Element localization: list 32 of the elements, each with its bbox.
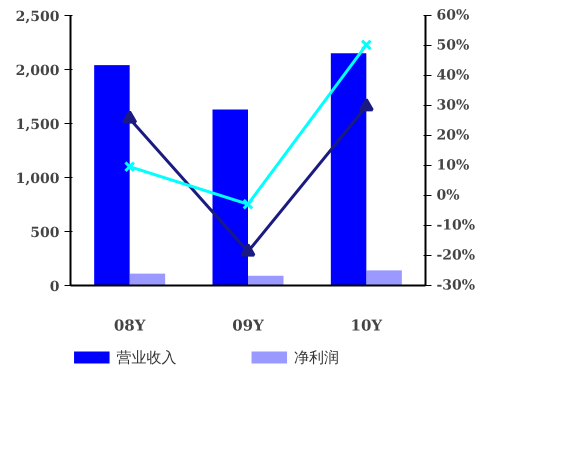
y2-tick-label: 0% [436,188,460,204]
y2-tick-label: 60% [436,8,470,24]
bar [130,274,166,286]
y2-tick-label: -30% [436,278,476,294]
bar [94,65,130,286]
y-tick-label: 500 [30,225,60,241]
x-tick-label: 08Y [114,316,146,334]
point [240,243,256,257]
y2-tick-label: 30% [436,98,470,114]
y-tick-label: 2,500 [16,9,60,25]
legend-label: 净利润 [294,348,340,366]
legend-label: 营业收入 [116,348,177,366]
point [124,160,136,172]
y2-tick-label: -20% [436,248,476,264]
y-tick-label: 2,000 [16,63,60,79]
point [358,98,374,112]
y-tick-label: 1,000 [16,171,60,187]
bar [366,270,402,286]
y2-tick-label: 40% [436,68,470,84]
y2-tick-label: 20% [436,128,470,144]
y-tick-label: 1,500 [16,117,60,133]
y2-tick-label: 10% [436,158,470,174]
x-tick-label: 10Y [350,316,382,334]
y2-tick-label: -10% [436,218,476,234]
point [242,198,254,210]
bar [212,109,248,286]
point [360,39,372,51]
bar [330,53,366,286]
point [122,110,138,124]
y2-tick-label: 50% [436,38,470,54]
y-tick-label: 0 [50,279,60,295]
x-tick-label: 09Y [232,316,264,334]
